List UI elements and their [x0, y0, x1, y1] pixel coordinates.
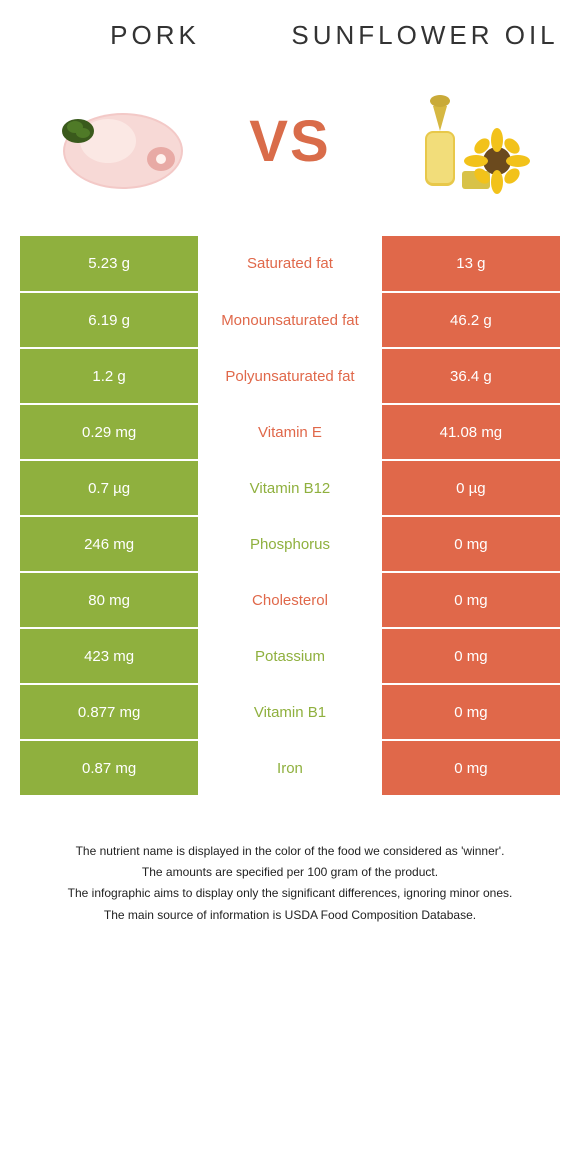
- sunflower-oil-image: [377, 76, 537, 206]
- table-row: 0.29 mgVitamin E41.08 mg: [20, 404, 560, 460]
- value-right: 36.4 g: [382, 348, 560, 404]
- nutrient-name: Potassium: [198, 628, 382, 684]
- footer-line: The main source of information is USDA F…: [20, 906, 560, 925]
- table-row: 0.7 µgVitamin B120 µg: [20, 460, 560, 516]
- table-row: 246 mgPhosphorus0 mg: [20, 516, 560, 572]
- food-title-right: SUNFLOWER OIL: [290, 20, 560, 51]
- table-row: 6.19 gMonounsaturated fat46.2 g: [20, 292, 560, 348]
- table-row: 80 mgCholesterol0 mg: [20, 572, 560, 628]
- table-row: 0.87 mgIron0 mg: [20, 740, 560, 796]
- value-right: 46.2 g: [382, 292, 560, 348]
- value-left: 0.29 mg: [20, 404, 198, 460]
- footer-line: The nutrient name is displayed in the co…: [20, 842, 560, 861]
- nutrient-name: Vitamin E: [198, 404, 382, 460]
- image-row: VS: [20, 76, 560, 206]
- value-right: 41.08 mg: [382, 404, 560, 460]
- footer-line: The infographic aims to display only the…: [20, 884, 560, 903]
- header-row: PORK SUNFLOWER OIL: [20, 20, 560, 51]
- table-row: 1.2 gPolyunsaturated fat36.4 g: [20, 348, 560, 404]
- nutrient-name: Saturated fat: [198, 236, 382, 292]
- value-right: 13 g: [382, 236, 560, 292]
- value-left: 1.2 g: [20, 348, 198, 404]
- value-left: 0.87 mg: [20, 740, 198, 796]
- value-left: 423 mg: [20, 628, 198, 684]
- table-row: 5.23 gSaturated fat13 g: [20, 236, 560, 292]
- value-left: 5.23 g: [20, 236, 198, 292]
- table-row: 0.877 mgVitamin B10 mg: [20, 684, 560, 740]
- value-right: 0 mg: [382, 740, 560, 796]
- table-row: 423 mgPotassium0 mg: [20, 628, 560, 684]
- food-title-left: PORK: [20, 20, 290, 51]
- nutrient-name: Iron: [198, 740, 382, 796]
- value-left: 0.877 mg: [20, 684, 198, 740]
- vs-label: VS: [249, 108, 330, 175]
- nutrient-table: 5.23 gSaturated fat13 g6.19 gMonounsatur…: [20, 236, 560, 797]
- value-right: 0 mg: [382, 516, 560, 572]
- nutrient-name: Vitamin B12: [198, 460, 382, 516]
- value-right: 0 µg: [382, 460, 560, 516]
- value-left: 246 mg: [20, 516, 198, 572]
- nutrient-name: Monounsaturated fat: [198, 292, 382, 348]
- value-left: 80 mg: [20, 572, 198, 628]
- nutrient-name: Vitamin B1: [198, 684, 382, 740]
- value-left: 0.7 µg: [20, 460, 198, 516]
- nutrient-name: Phosphorus: [198, 516, 382, 572]
- value-right: 0 mg: [382, 572, 560, 628]
- nutrient-name: Cholesterol: [198, 572, 382, 628]
- footer-notes: The nutrient name is displayed in the co…: [20, 842, 560, 925]
- footer-line: The amounts are specified per 100 gram o…: [20, 863, 560, 882]
- pork-image: [43, 76, 203, 206]
- value-right: 0 mg: [382, 684, 560, 740]
- nutrient-name: Polyunsaturated fat: [198, 348, 382, 404]
- value-right: 0 mg: [382, 628, 560, 684]
- value-left: 6.19 g: [20, 292, 198, 348]
